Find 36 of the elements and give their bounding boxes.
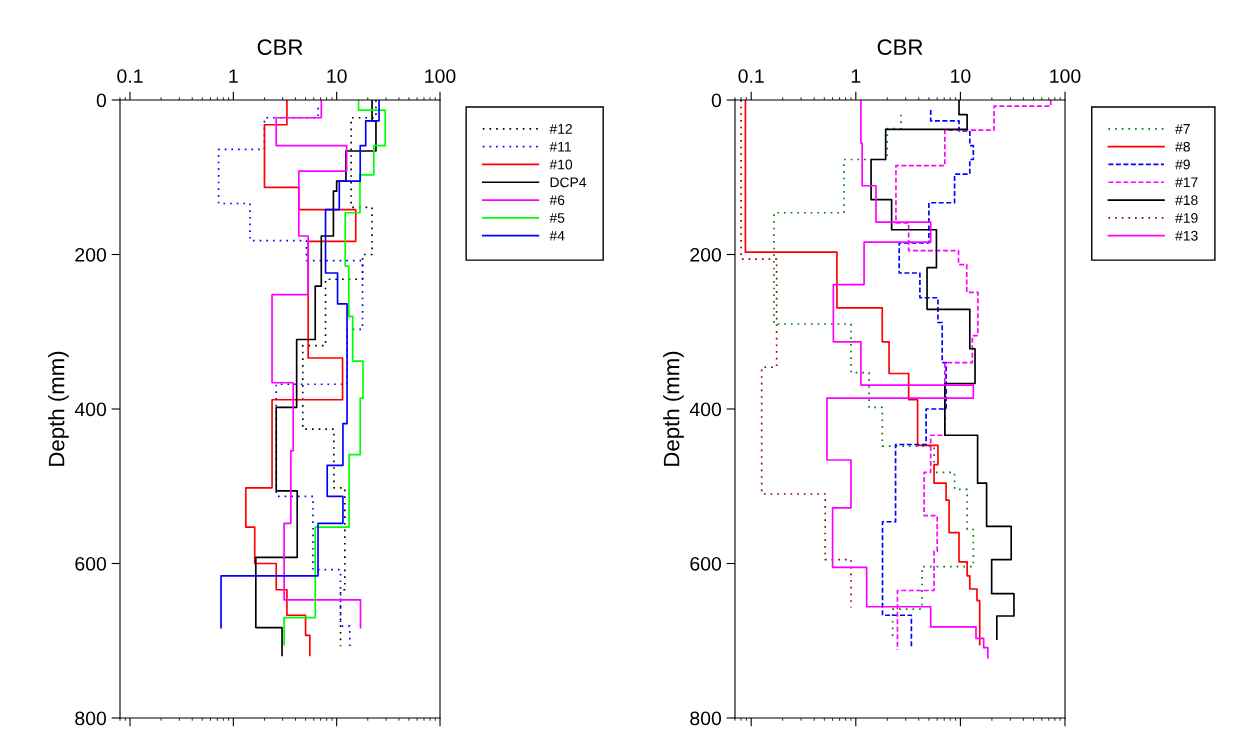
legend-label: #5 (549, 213, 565, 223)
x-axis-title: CBR (877, 39, 923, 56)
x-tick-label: 1 (851, 69, 861, 83)
legend-label: #7 (1175, 124, 1190, 134)
legend-label: #8 (1175, 141, 1190, 152)
y-tick-label: 0 (711, 93, 722, 108)
legend-label: #12 (549, 123, 572, 134)
legend-label: #9 (1175, 159, 1190, 170)
y-tick-label: 600 (75, 556, 107, 571)
legend-label: #4 (549, 230, 565, 241)
y-tick-label: 400 (74, 402, 107, 417)
y-tick-label: 600 (690, 556, 722, 571)
x-tick-label: 10 (951, 69, 971, 83)
x-tick-label: 0.1 (117, 69, 143, 83)
y-tick-label: 0 (96, 93, 107, 108)
x-axis-title: CBR (257, 39, 303, 56)
legend-label: DCP4 (550, 177, 587, 188)
legend-label: #19 (1175, 213, 1198, 223)
y-axis-title: Depth (mm) (48, 351, 69, 466)
legend-label: #11 (549, 141, 571, 152)
legend-label: #6 (549, 195, 565, 206)
x-tick-label: 100 (1050, 69, 1081, 83)
x-tick-label: 100 (425, 69, 456, 83)
x-tick-label: 1 (229, 69, 238, 83)
legend-label: #10 (549, 159, 573, 170)
legend-label: #13 (1175, 230, 1198, 241)
legend-label: #18 (1175, 195, 1198, 206)
x-tick-label: 10 (327, 69, 347, 83)
y-tick-label: 200 (690, 247, 722, 262)
y-tick-label: 400 (689, 402, 722, 417)
y-tick-label: 800 (75, 711, 107, 726)
y-tick-label: 200 (75, 247, 107, 262)
x-tick-label: 0.1 (738, 69, 764, 83)
y-tick-label: 800 (690, 711, 722, 726)
legend-label: #17 (1175, 177, 1198, 188)
y-axis-title: Depth (mm) (663, 351, 684, 466)
